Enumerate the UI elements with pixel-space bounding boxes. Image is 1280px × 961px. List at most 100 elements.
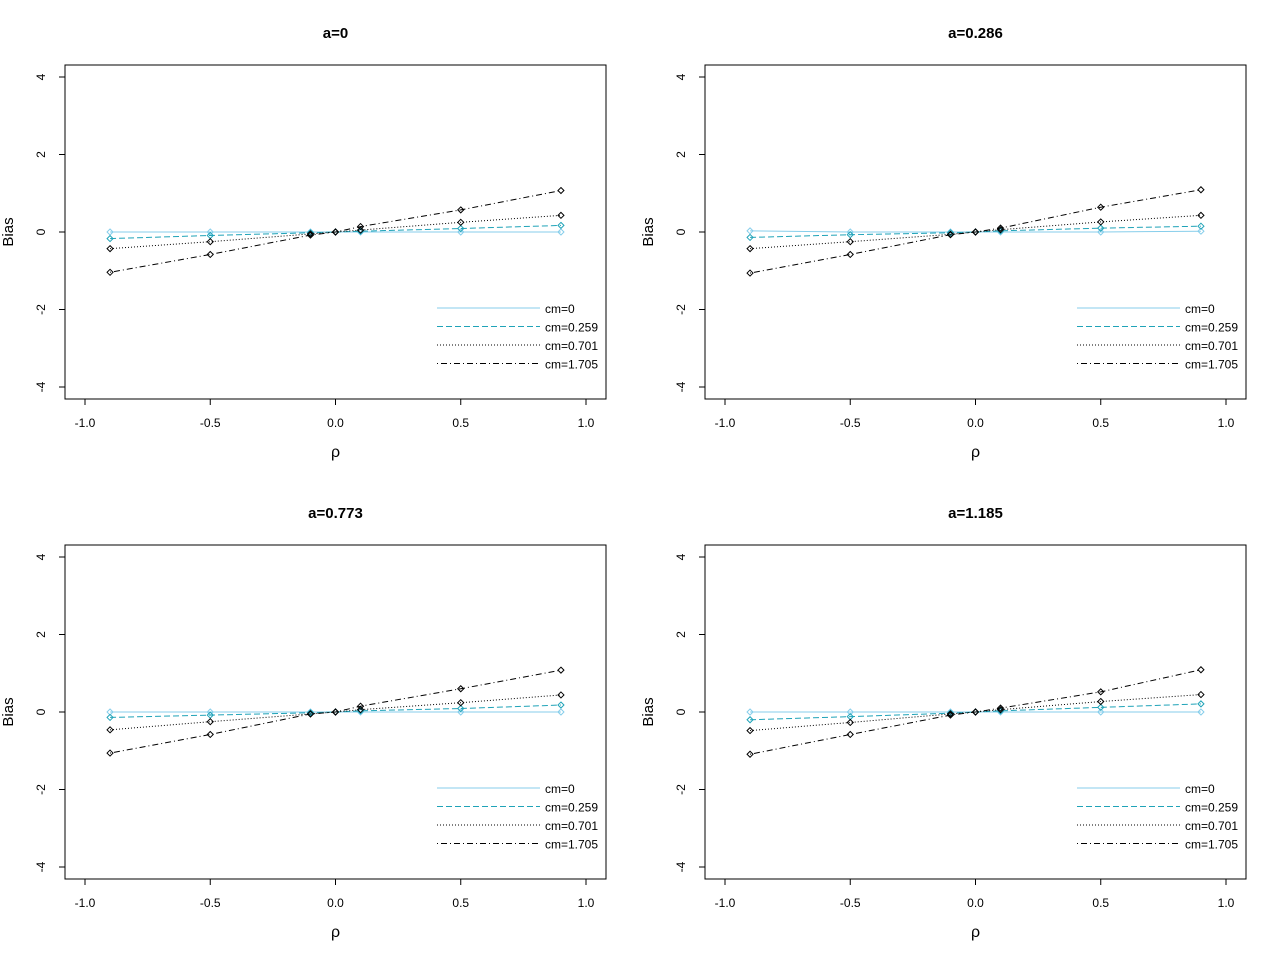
data-point [457,685,465,693]
data-point [306,231,315,239]
x-tick-label: 0.5 [452,896,469,910]
x-tick-label: -1.0 [715,896,736,910]
y-axis-label: Bias [640,217,657,246]
data-point [846,708,854,716]
x-axis-label: ρ [331,444,340,461]
data-point [1097,228,1105,236]
legend-label: cm=1.705 [545,838,598,852]
chart-title: a=1.185 [948,505,1003,522]
data-point [746,233,754,242]
data-point [557,708,565,716]
data-point [457,218,465,227]
data-point [106,713,114,722]
data-point [106,749,114,757]
legend-label: cm=0 [1185,782,1215,796]
data-point [971,228,980,236]
legend-label: cm=0 [545,302,575,316]
x-tick-label: 1.0 [1218,896,1235,910]
legend-label: cm=1.705 [545,358,598,372]
x-axis-label: ρ [331,924,340,941]
data-point [746,716,754,724]
data-point [1197,708,1205,716]
y-tick-label: 2 [674,151,688,158]
y-axis-label: Bias [0,217,17,246]
legend-label: cm=0.259 [545,801,598,815]
data-point [331,708,340,716]
data-point [457,228,465,236]
y-tick-label: 2 [674,631,688,638]
y-axis-label: Bias [0,697,17,726]
data-point [557,666,565,674]
series-line-4 [109,190,562,273]
x-tick-label: 0.0 [327,896,344,910]
y-axis-label: Bias [640,697,657,726]
y-tick-label: 4 [674,73,688,80]
data-point [1197,211,1205,220]
y-tick-label: 4 [34,553,48,560]
series-line-3 [750,694,1201,732]
y-tick-label: 2 [34,151,48,158]
data-point [206,237,214,246]
data-point [106,244,114,253]
data-point [1097,708,1105,716]
data-point [1097,203,1105,211]
data-point [306,708,315,716]
data-point [457,224,465,233]
legend-label: cm=0.701 [1185,339,1238,353]
legend-label: cm=0 [545,782,575,796]
data-point [1197,227,1205,235]
data-point [206,717,214,726]
data-point [356,705,365,714]
x-tick-label: -1.0 [75,416,96,430]
y-tick-label: -2 [34,784,48,795]
x-tick-label: -1.0 [75,896,96,910]
y-tick-label: -2 [674,304,688,315]
data-point [1197,666,1205,674]
legend-label: cm=0.259 [545,321,598,335]
legend-label: cm=1.705 [1185,358,1238,372]
y-tick-label: -2 [674,784,688,795]
data-point [971,708,980,716]
data-point [206,250,214,259]
series-line-3 [750,214,1201,250]
chart-title: a=0 [323,25,348,42]
data-point [457,698,465,707]
y-tick-label: 0 [674,228,688,235]
x-tick-label: 0.5 [1092,896,1109,910]
y-tick-label: 0 [674,708,688,715]
series-line-4 [109,669,562,754]
data-point [206,730,214,739]
data-point [996,224,1005,232]
data-point [457,704,465,713]
data-point [1197,700,1205,708]
y-tick-label: -4 [674,381,688,392]
y-tick-label: -4 [34,861,48,872]
data-point [946,709,955,717]
x-tick-label: -0.5 [840,416,861,430]
chart-panel-1: a=0 -1.0 -0.5 0.0 0.5 1.0 -4 -2 0 2 4 ρ Bias cm=0 cm=0… [0,25,607,461]
chart-panel-3: a=0.773 -1.0 -0.5 0.0 0.5 1.0 -4 -2 0 2 4 ρ Bias cm=0… [0,505,607,941]
data-point [846,231,854,239]
x-tick-label: -0.5 [840,896,861,910]
y-tick-label: -2 [34,304,48,315]
y-tick-label: -4 [34,381,48,392]
data-point [946,231,955,239]
data-point [1097,688,1105,696]
data-point [306,710,315,718]
data-point [746,269,754,277]
y-tick-label: 4 [674,553,688,560]
data-point [946,711,955,719]
series-line-3 [110,694,561,731]
data-point [846,250,854,259]
legend-label: cm=0.259 [1185,321,1238,335]
data-point [946,229,955,237]
data-point [746,726,754,735]
legend-label: cm=0.701 [545,339,598,353]
data-point [996,704,1005,712]
legend-label: cm=1.705 [1185,838,1238,852]
series-line-4 [749,669,1202,755]
series-line-3 [110,214,561,250]
data-point [1197,690,1205,699]
x-tick-label: 1.0 [1218,416,1235,430]
data-point [457,708,465,716]
